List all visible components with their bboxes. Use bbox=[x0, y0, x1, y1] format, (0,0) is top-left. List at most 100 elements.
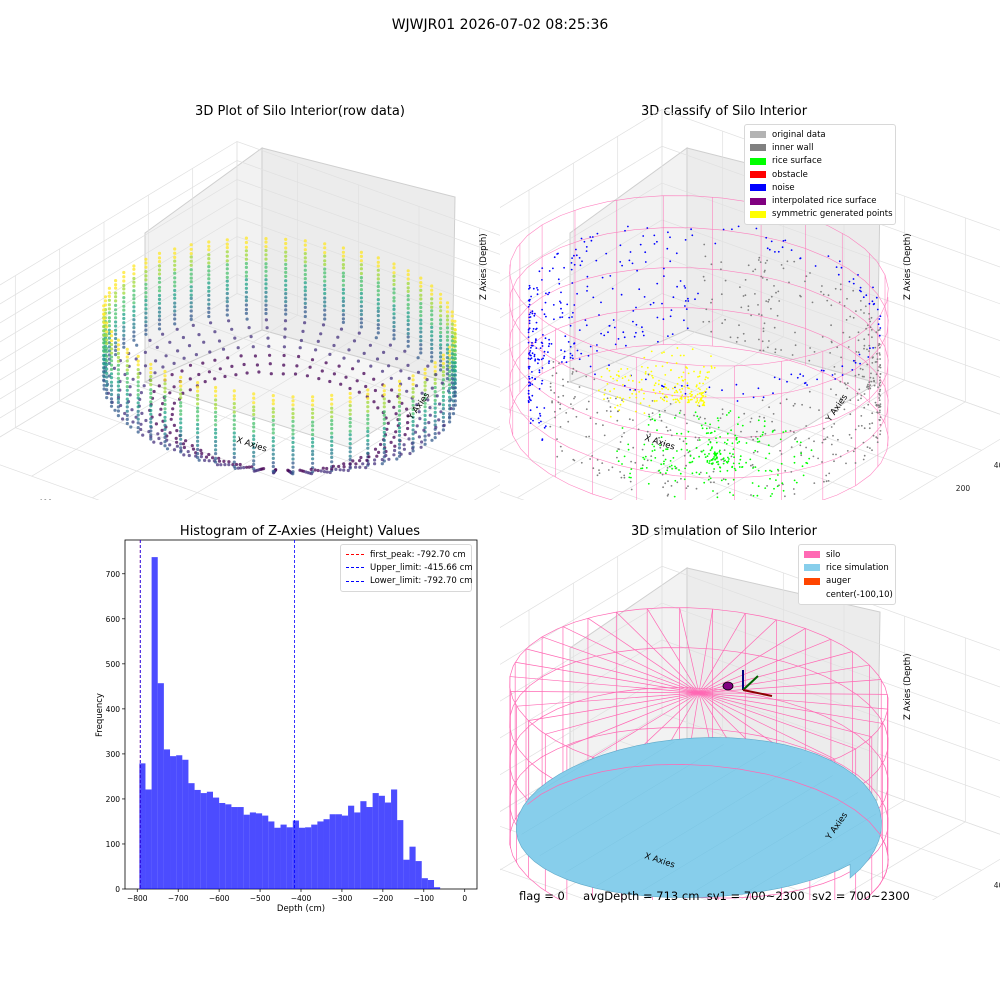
raw-point bbox=[449, 406, 453, 411]
classify-point bbox=[793, 493, 796, 495]
raw-point bbox=[338, 468, 342, 472]
raw-point bbox=[311, 403, 315, 407]
classify-point bbox=[826, 299, 829, 302]
raw-point bbox=[245, 371, 249, 375]
raw-point bbox=[423, 384, 427, 388]
raw-point bbox=[214, 427, 218, 432]
classify-point bbox=[721, 322, 724, 325]
classify-z-label: Z Axies (Depth) bbox=[903, 233, 913, 300]
rice-surface-point bbox=[752, 467, 754, 469]
classify-point bbox=[697, 292, 699, 295]
classify-point bbox=[685, 308, 688, 310]
rice-surface-point bbox=[739, 455, 742, 457]
raw-point bbox=[439, 359, 443, 363]
classify-point bbox=[529, 350, 532, 352]
raw-point bbox=[125, 421, 129, 426]
classify-point bbox=[620, 476, 623, 479]
histogram-y-label: Frequency bbox=[95, 693, 105, 737]
classify-point bbox=[528, 377, 531, 380]
legend-swatch bbox=[750, 184, 766, 192]
raw-point bbox=[303, 314, 307, 319]
classify-point bbox=[699, 416, 702, 419]
classify-point bbox=[750, 494, 752, 496]
grid-line bbox=[500, 639, 1000, 761]
raw-point bbox=[406, 339, 410, 343]
raw-point bbox=[102, 375, 106, 379]
silo-roof-strut bbox=[698, 692, 883, 724]
rice-surface-point bbox=[703, 481, 706, 484]
raw-point bbox=[281, 372, 285, 376]
raw-point bbox=[397, 426, 402, 430]
classify-point bbox=[867, 403, 870, 406]
classify-point bbox=[874, 401, 877, 404]
raw-point bbox=[328, 352, 332, 356]
raw-point bbox=[132, 301, 136, 305]
raw-point bbox=[330, 419, 334, 423]
raw-point bbox=[132, 334, 136, 338]
classify-point bbox=[600, 301, 602, 304]
raw-point bbox=[423, 396, 427, 401]
raw-point bbox=[406, 315, 410, 319]
rice-surface-point bbox=[708, 462, 711, 464]
raw-point bbox=[132, 280, 136, 284]
symmetric-point bbox=[643, 392, 645, 395]
raw-point bbox=[453, 373, 457, 377]
raw-point bbox=[179, 426, 183, 430]
classify-point bbox=[527, 357, 530, 360]
rice-surface-point bbox=[754, 466, 757, 468]
symmetric-point bbox=[651, 374, 653, 377]
raw-point bbox=[328, 379, 332, 384]
symmetric-point bbox=[618, 409, 621, 412]
histogram-x-tick-label: −200 bbox=[373, 894, 394, 903]
classify-point bbox=[544, 337, 547, 340]
classify-point bbox=[646, 459, 649, 462]
classify-point bbox=[827, 255, 830, 257]
raw-point bbox=[163, 410, 167, 415]
raw-point bbox=[406, 289, 410, 293]
raw-point bbox=[207, 269, 211, 273]
raw-point bbox=[450, 368, 454, 372]
raw-point bbox=[376, 293, 380, 297]
symmetric-point bbox=[680, 396, 683, 399]
rice-surface-point bbox=[777, 474, 779, 476]
raw-point bbox=[439, 410, 443, 414]
raw-point bbox=[218, 367, 222, 371]
classify-point bbox=[833, 366, 836, 368]
raw-point bbox=[171, 407, 175, 411]
classify-point bbox=[770, 295, 773, 298]
classify-point bbox=[531, 341, 533, 344]
raw-point bbox=[419, 326, 423, 330]
raw-point bbox=[134, 357, 138, 361]
classify-point bbox=[575, 254, 578, 257]
raw-point bbox=[109, 339, 114, 343]
histogram-bar bbox=[170, 756, 177, 889]
raw-point bbox=[366, 429, 370, 434]
raw-point bbox=[382, 389, 386, 393]
raw-point bbox=[144, 265, 148, 269]
classify-point bbox=[529, 316, 532, 318]
rice-surface-point bbox=[660, 436, 663, 439]
raw-point bbox=[430, 355, 434, 359]
histogram-bar bbox=[415, 861, 422, 889]
raw-point bbox=[122, 321, 126, 325]
raw-point bbox=[419, 322, 423, 326]
raw-point bbox=[252, 462, 256, 466]
raw-point bbox=[392, 291, 396, 295]
classify-point bbox=[735, 383, 738, 386]
raw-point bbox=[303, 277, 307, 281]
raw-point bbox=[264, 290, 268, 294]
classify-point bbox=[661, 473, 664, 476]
classify-point bbox=[879, 366, 882, 369]
raw-point bbox=[392, 299, 396, 303]
rice-surface-point bbox=[771, 493, 773, 495]
symmetric-point bbox=[691, 348, 694, 351]
classify-point bbox=[861, 375, 864, 378]
raw-point bbox=[102, 317, 106, 321]
classify-point bbox=[543, 313, 546, 316]
classify-point bbox=[552, 267, 554, 270]
raw-point bbox=[406, 273, 410, 277]
rice-surface-point bbox=[666, 469, 669, 472]
rice-surface-point bbox=[738, 462, 741, 465]
symmetric-point bbox=[680, 391, 682, 393]
classify-point bbox=[607, 469, 610, 471]
